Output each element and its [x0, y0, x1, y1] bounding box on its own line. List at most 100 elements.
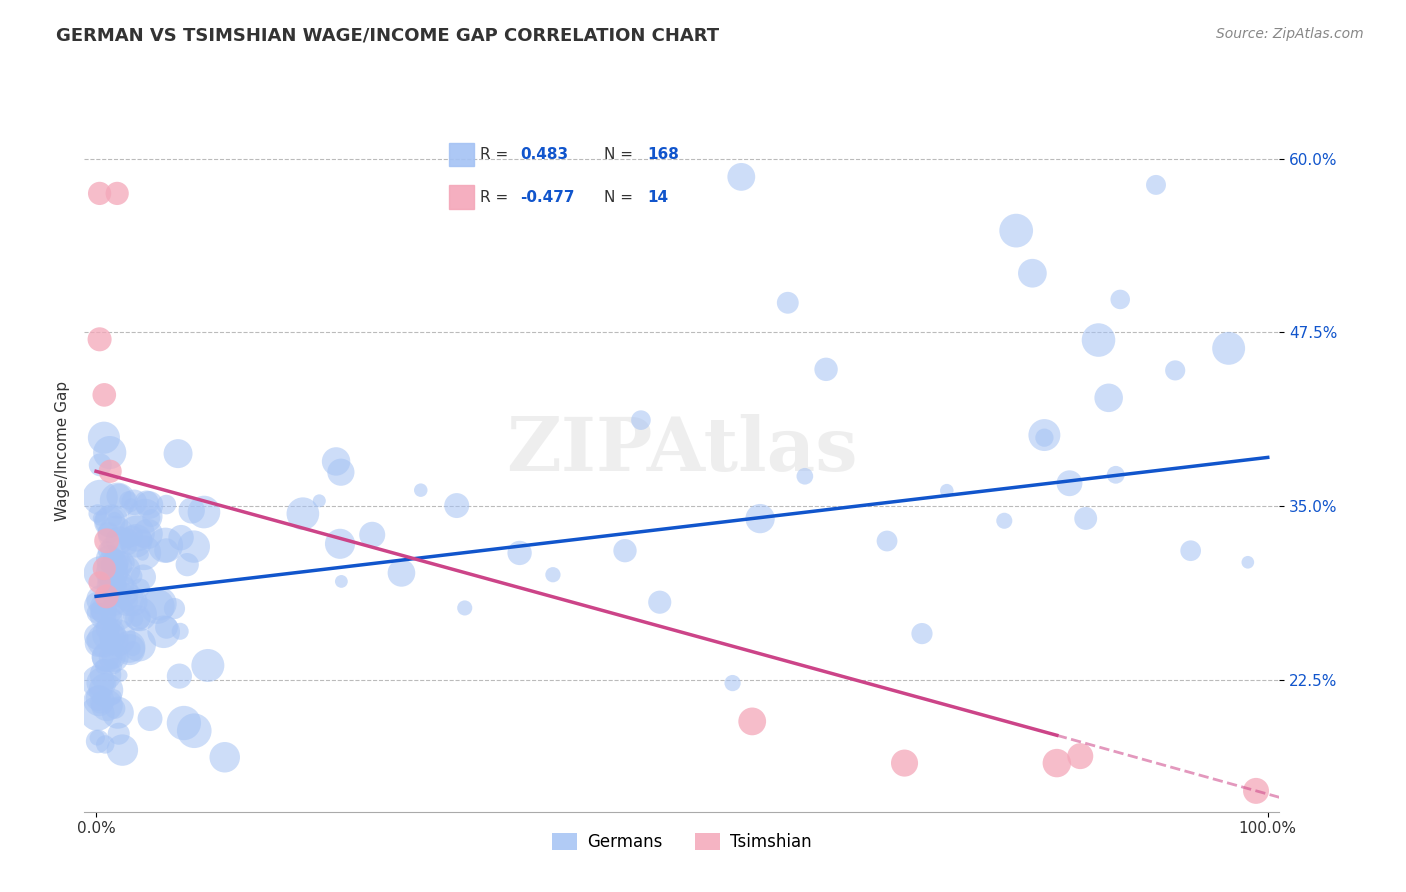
Point	[893, 756, 915, 770]
Point	[117, 594, 139, 608]
Point	[122, 495, 145, 509]
Point	[98, 464, 121, 478]
Point	[120, 498, 142, 512]
Point	[121, 529, 143, 543]
Text: GERMAN VS TSIMSHIAN WAGE/INCOME GAP CORRELATION CHART: GERMAN VS TSIMSHIAN WAGE/INCOME GAP CORR…	[56, 27, 720, 45]
Point	[114, 563, 136, 577]
Point	[180, 503, 202, 517]
Point	[721, 676, 744, 690]
Point	[1098, 391, 1121, 405]
Point	[1059, 476, 1081, 491]
Point	[1033, 428, 1056, 442]
Point	[108, 533, 131, 548]
Point	[97, 622, 120, 636]
Point	[132, 570, 155, 584]
Point	[103, 598, 125, 612]
Point	[541, 567, 564, 582]
Point	[648, 595, 671, 609]
Point	[141, 511, 163, 525]
Text: N =: N =	[603, 147, 633, 162]
Point	[96, 601, 118, 615]
Point	[108, 489, 131, 503]
Point	[118, 540, 141, 554]
Point	[103, 632, 125, 647]
Point	[132, 546, 155, 560]
Point	[776, 295, 799, 310]
Point	[152, 624, 174, 639]
Point	[111, 556, 134, 570]
Point	[93, 633, 115, 648]
Point	[183, 723, 205, 738]
Point	[1237, 555, 1260, 569]
Point	[329, 465, 352, 479]
Point	[93, 603, 115, 617]
Point	[89, 696, 111, 710]
Point	[391, 566, 413, 580]
Point	[87, 694, 110, 708]
Point	[1164, 363, 1187, 377]
Point	[1244, 784, 1267, 798]
Point	[101, 580, 124, 594]
Point	[98, 627, 121, 641]
Point	[1021, 266, 1043, 280]
Point	[122, 569, 145, 583]
Point	[86, 629, 108, 643]
Point	[107, 631, 129, 645]
Point	[103, 512, 125, 526]
Text: R =: R =	[479, 190, 508, 205]
Point	[793, 469, 815, 483]
Point	[90, 690, 112, 704]
Point	[101, 566, 124, 580]
Point	[193, 505, 215, 519]
Point	[509, 546, 531, 560]
Point	[129, 612, 152, 626]
Point	[741, 714, 763, 729]
Point	[103, 690, 125, 704]
Point	[169, 669, 191, 683]
Point	[96, 543, 118, 558]
Bar	[449, 186, 474, 209]
Point	[96, 533, 118, 548]
Point	[176, 558, 198, 572]
Text: N =: N =	[603, 190, 633, 205]
Point	[86, 706, 108, 721]
Point	[103, 650, 125, 665]
Point	[155, 620, 177, 634]
Point	[87, 691, 110, 706]
Point	[94, 738, 117, 752]
Point	[93, 388, 115, 402]
Point	[94, 667, 117, 681]
Point	[135, 496, 157, 510]
Point	[90, 592, 112, 607]
Point	[103, 649, 125, 664]
Point	[118, 642, 141, 657]
Point	[89, 186, 111, 201]
Point	[105, 558, 128, 573]
Point	[291, 507, 314, 521]
Point	[98, 551, 121, 566]
Point	[214, 750, 236, 764]
Point	[100, 578, 122, 592]
Point	[96, 698, 118, 713]
Point	[107, 706, 129, 720]
Point	[155, 498, 177, 512]
Point	[149, 597, 172, 611]
Point	[1180, 543, 1202, 558]
Point	[110, 668, 132, 682]
Point	[163, 601, 186, 615]
Point	[111, 743, 134, 757]
Point	[136, 527, 159, 541]
Point	[876, 534, 898, 549]
Point	[86, 507, 108, 521]
Point	[170, 531, 193, 545]
Point	[98, 628, 121, 642]
Point	[308, 493, 330, 508]
Point	[89, 566, 111, 580]
Point	[329, 537, 352, 551]
Point	[146, 599, 169, 614]
Point	[117, 493, 139, 508]
Point	[90, 675, 112, 690]
Point	[87, 734, 110, 748]
Point	[935, 483, 957, 498]
Point	[107, 727, 129, 741]
